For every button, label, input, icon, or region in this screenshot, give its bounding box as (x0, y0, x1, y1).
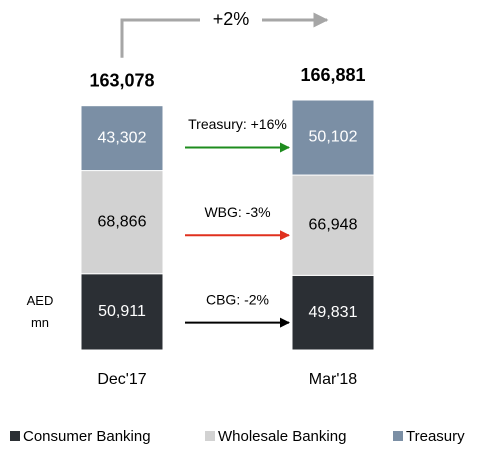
bar-segment (80, 273, 164, 351)
bar-segment (291, 274, 375, 351)
legend-swatch (393, 431, 403, 441)
value-label: 50,102 (309, 129, 358, 146)
bar-segment (291, 174, 375, 276)
legend-label: Treasury (406, 428, 465, 445)
y-axis-label: AED mn (26, 293, 54, 330)
change-total-label: +2% (213, 9, 250, 29)
legend-swatch (10, 431, 20, 441)
bar-segment (291, 99, 375, 176)
change-label: WBG: -3% (204, 204, 270, 220)
x-tick-label: Mar'18 (309, 371, 358, 388)
legend-label: Wholesale Banking (218, 428, 346, 445)
value-label: 66,948 (309, 216, 358, 233)
bar-segment (80, 105, 164, 172)
legend-label: Consumer Banking (23, 428, 151, 445)
value-label: 50,911 (98, 303, 146, 320)
value-label: 43,302 (98, 129, 147, 146)
x-tick-label: Dec'17 (97, 371, 146, 388)
total-label: 166,881 (300, 65, 365, 85)
value-label: 49,831 (309, 304, 358, 321)
change-label: Treasury: +16% (188, 116, 287, 132)
value-label: 68,866 (98, 213, 147, 230)
change-label: CBG: -2% (206, 291, 269, 307)
bar-segment (80, 170, 164, 275)
total-label: 163,078 (89, 70, 154, 90)
legend-swatch (205, 431, 215, 441)
bracket (120, 18, 200, 58)
